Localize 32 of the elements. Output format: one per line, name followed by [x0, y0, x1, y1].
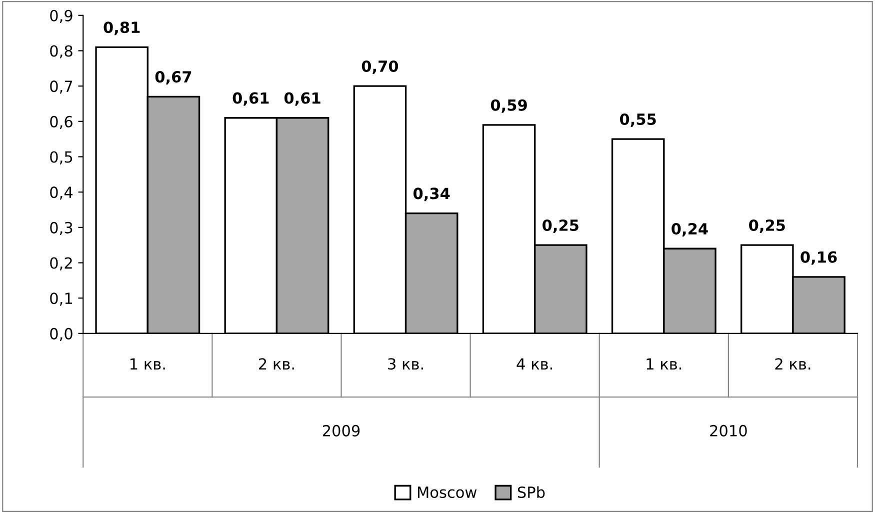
data-label: 0,67	[155, 71, 192, 85]
data-label: 0,25	[542, 219, 578, 233]
y-tick-label: 0,0	[50, 328, 72, 342]
y-tick-label: 0,7	[50, 80, 72, 94]
data-label: 0,24	[672, 223, 708, 237]
text: 2010	[710, 424, 747, 436]
data-label: 0,81	[104, 22, 140, 36]
y-tick-label: 0,9	[50, 10, 72, 23]
y-tick-label: 0,4	[50, 186, 73, 200]
x-tick-label: 2 кв.	[259, 358, 294, 370]
y-tick-label: 0,2	[50, 257, 72, 270]
y-tick-label: 0,5	[50, 151, 72, 164]
text: 2009	[322, 424, 360, 436]
x-tick-label: 3 кв.	[388, 358, 423, 370]
x-tick-label: 2 кв.	[775, 358, 810, 370]
y-tick-label: 0,8	[50, 45, 72, 58]
y-tick-label: 0,6	[50, 116, 72, 129]
legend-label: Moscow	[418, 486, 477, 498]
data-label: 0,34	[413, 188, 450, 202]
data-label: 0,16	[800, 251, 837, 265]
data-label: 0,70	[362, 60, 398, 74]
legend-label: SPb	[518, 486, 545, 498]
data-label: 0,59	[490, 99, 527, 113]
y-tick-label: 0,1	[50, 292, 72, 306]
x-tick-label: 4 кв.	[516, 358, 552, 370]
data-label: 0,55	[620, 113, 656, 127]
x-tick-label: 1 кв.	[646, 358, 682, 370]
data-label: 0,61	[284, 92, 320, 106]
y-tick-label: 0,3	[50, 222, 72, 236]
data-label: 0,25	[749, 219, 785, 233]
x-tick-label: 1 кв.	[130, 358, 165, 370]
data-label: 0,61	[232, 92, 269, 106]
